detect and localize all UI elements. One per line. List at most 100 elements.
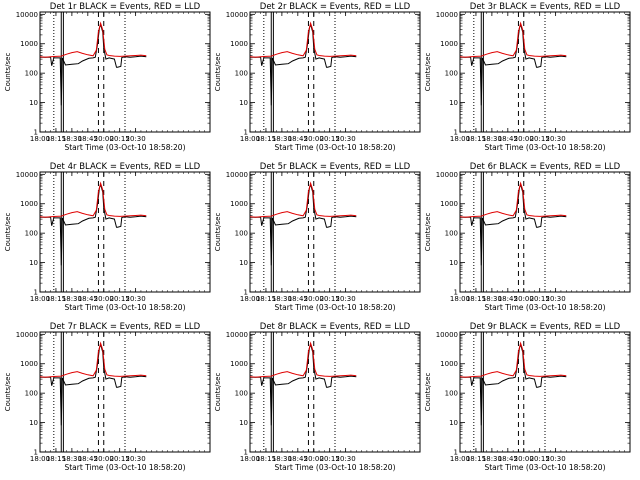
y-tick-label: 1 [454, 449, 458, 457]
x-tick-label: 18:30 [272, 455, 292, 463]
x-tick-label: 18:45 [78, 455, 98, 463]
y-tick-label: 1000 [230, 360, 248, 368]
y-tick-label: 10000 [436, 171, 458, 179]
y-tick-label: 10 [29, 419, 38, 427]
x-tick-label: 18:00 [240, 135, 260, 143]
panel-title: Det 5r BLACK = Events, RED = LLD [260, 162, 411, 172]
y-tick-label: 100 [235, 70, 248, 78]
x-tick-label: 20:15 [530, 135, 550, 143]
panel-title: Det 2r BLACK = Events, RED = LLD [260, 2, 411, 12]
x-tick-label: 20:00 [304, 295, 324, 303]
x-tick-label: 18:15 [256, 135, 276, 143]
events-series-line [460, 182, 567, 266]
x-tick-label: 18:15 [466, 135, 486, 143]
x-tick-label: 18:45 [288, 295, 308, 303]
x-tick-label: 18:45 [498, 455, 518, 463]
y-axis-label: Counts/sec [424, 53, 432, 92]
x-tick-label: 18:45 [78, 135, 98, 143]
y-tick-label: 100 [445, 390, 458, 398]
y-tick-label: 10000 [16, 171, 38, 179]
events-series-line [40, 182, 147, 266]
x-tick-label: 20:00 [94, 295, 114, 303]
x-tick-label: 18:00 [30, 295, 50, 303]
x-tick-label: 18:15 [46, 455, 66, 463]
y-axis-label: Counts/sec [4, 213, 12, 252]
x-tick-label: 18:30 [482, 455, 502, 463]
x-axis-label: Start Time (03-Oct-10 18:58:20) [484, 143, 605, 152]
lld-series-line [249, 181, 357, 218]
y-axis-label: Counts/sec [4, 53, 12, 92]
lld-series-line [459, 21, 567, 58]
x-tick-label: 18:30 [482, 135, 502, 143]
y-tick-label: 1 [454, 129, 458, 137]
y-tick-label: 10000 [16, 331, 38, 339]
x-tick-label: 20:00 [94, 135, 114, 143]
y-tick-label: 10000 [226, 11, 248, 19]
y-tick-label: 10 [449, 99, 458, 107]
y-tick-label: 10 [239, 419, 248, 427]
y-tick-label: 100 [235, 390, 248, 398]
x-tick-label: 20:15 [320, 295, 340, 303]
x-tick-label: 18:15 [466, 455, 486, 463]
y-tick-label: 1 [244, 129, 248, 137]
y-tick-label: 10 [239, 259, 248, 267]
y-tick-label: 10000 [436, 331, 458, 339]
x-tick-label: 18:00 [450, 295, 470, 303]
y-tick-label: 10000 [226, 331, 248, 339]
detector-panel: Det 5r BLACK = Events, RED = LLD Counts/s… [214, 162, 421, 312]
y-axis-label: Counts/sec [214, 53, 222, 92]
y-tick-label: 100 [25, 70, 38, 78]
lld-series-line [459, 341, 567, 378]
y-tick-label: 1000 [20, 360, 38, 368]
x-tick-label: 18:00 [450, 455, 470, 463]
x-tick-label: 18:45 [78, 295, 98, 303]
y-tick-label: 1 [34, 129, 38, 137]
y-tick-label: 100 [25, 230, 38, 238]
x-axis-label: Start Time (03-Oct-10 18:58:20) [274, 143, 395, 152]
detector-panel: Det 8r BLACK = Events, RED = LLD Counts/s… [214, 322, 421, 472]
lld-series-line [39, 21, 147, 58]
x-axis-label: Start Time (03-Oct-10 18:58:20) [64, 143, 185, 152]
y-tick-label: 1 [34, 449, 38, 457]
x-tick-label: 20:00 [514, 135, 534, 143]
y-tick-label: 1000 [440, 200, 458, 208]
x-tick-label: 18:30 [62, 135, 82, 143]
x-tick-label: 20:00 [304, 455, 324, 463]
y-tick-label: 10000 [226, 171, 248, 179]
y-axis-label: Counts/sec [4, 373, 12, 412]
detector-panel: Det 9r BLACK = Events, RED = LLD Counts/s… [424, 322, 631, 472]
x-tick-label: 20:30 [126, 295, 146, 303]
y-axis-label: Counts/sec [214, 373, 222, 412]
lld-series-line [39, 341, 147, 378]
x-axis-label: Start Time (03-Oct-10 18:58:20) [64, 303, 185, 312]
x-tick-label: 18:00 [30, 455, 50, 463]
panel-title: Det 6r BLACK = Events, RED = LLD [470, 162, 621, 172]
y-tick-label: 10 [449, 259, 458, 267]
y-tick-label: 100 [25, 390, 38, 398]
lld-series-line [249, 21, 357, 58]
y-tick-label: 1000 [20, 200, 38, 208]
x-tick-label: 18:45 [288, 135, 308, 143]
x-tick-label: 20:30 [336, 295, 356, 303]
x-axis-label: Start Time (03-Oct-10 18:58:20) [484, 463, 605, 472]
panel-title: Det 4r BLACK = Events, RED = LLD [50, 162, 201, 172]
x-tick-label: 18:00 [30, 135, 50, 143]
detector-panel: Det 2r BLACK = Events, RED = LLD Counts/s… [214, 2, 421, 152]
x-tick-label: 18:00 [240, 455, 260, 463]
y-axis-label: Counts/sec [424, 373, 432, 412]
x-tick-label: 18:15 [46, 295, 66, 303]
x-tick-label: 20:15 [110, 295, 130, 303]
x-tick-label: 20:30 [126, 455, 146, 463]
y-tick-label: 1000 [20, 40, 38, 48]
x-tick-label: 18:30 [62, 455, 82, 463]
panel-title: Det 8r BLACK = Events, RED = LLD [260, 322, 411, 332]
x-tick-label: 20:00 [514, 455, 534, 463]
detector-panel: Det 7r BLACK = Events, RED = LLD Counts/s… [4, 322, 211, 472]
y-tick-label: 100 [445, 230, 458, 238]
y-axis-label: Counts/sec [424, 213, 432, 252]
y-tick-label: 10000 [16, 11, 38, 19]
events-series-line [40, 342, 147, 426]
x-axis-label: Start Time (03-Oct-10 18:58:20) [484, 303, 605, 312]
x-tick-label: 18:00 [450, 135, 470, 143]
x-tick-label: 18:00 [240, 295, 260, 303]
